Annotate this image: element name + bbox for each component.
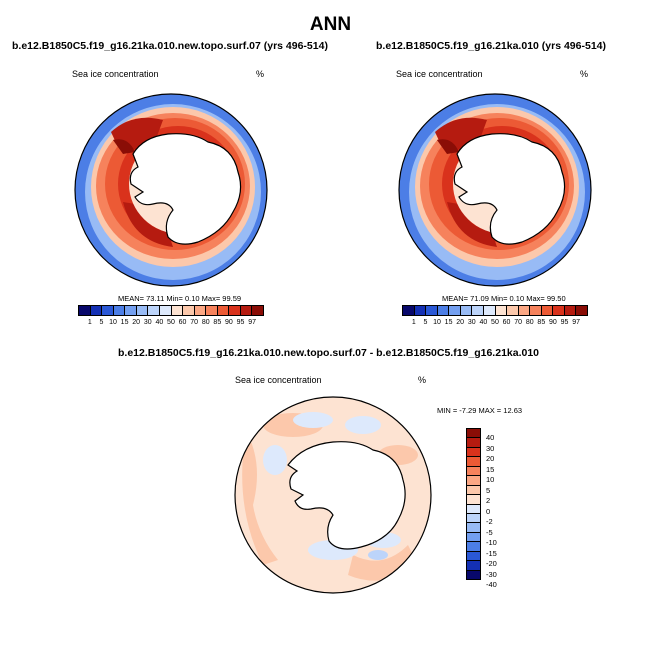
- colorbar-label: 90: [549, 319, 557, 326]
- colorbar-label: 97: [248, 319, 256, 326]
- colorbar-label: 30: [143, 319, 152, 326]
- panel-2-variable-label: Sea ice concentration: [396, 69, 483, 79]
- panel-1-units-label: %: [256, 69, 265, 79]
- panel-2-units-label: %: [580, 69, 589, 79]
- diff-minmax: MIN = -7.29 MAX = 12.63: [437, 406, 523, 415]
- colorbar-label: 0: [486, 506, 491, 516]
- colorbar-label: 10: [109, 319, 117, 326]
- panel-2-stats: MEAN= 71.09 Min= 0.10 Max= 99.50: [442, 294, 566, 303]
- colorbar-label: 5: [486, 485, 491, 495]
- colorbar-label: 2: [486, 496, 491, 505]
- colorbar-label: 85: [537, 319, 546, 326]
- page-title: ANN: [309, 14, 352, 35]
- panel-1-title: b.e12.B1850C5.f19_g16.21ka.010.new.topo.…: [12, 40, 328, 52]
- colorbar-label: -15: [486, 548, 497, 558]
- colorbar-label: -10: [486, 538, 497, 547]
- colorbar-label: -20: [486, 559, 497, 568]
- colorbar-label: 40: [155, 319, 164, 326]
- colorbar-label: 40: [486, 433, 495, 442]
- colorbar-label: 10: [433, 319, 441, 326]
- colorbar-label: 1: [411, 319, 416, 326]
- colorbar-label: 20: [132, 319, 141, 326]
- panel-1-variable-label: Sea ice concentration: [72, 69, 159, 79]
- colorbar-label: 50: [167, 319, 175, 326]
- panel-1-colorbar: [78, 305, 264, 316]
- panel-1-colorbar-labels: 1 5 10 15 20 30 40 50 60 70 80 85 90 95 …: [84, 319, 258, 326]
- diff-sea-ice-map: [234, 396, 432, 594]
- colorbar-label: 40: [479, 319, 488, 326]
- colorbar-label: -40: [486, 580, 497, 589]
- panel-2-sea-ice-map: [398, 93, 592, 287]
- colorbar-label: 60: [502, 319, 511, 326]
- colorbar-label: 90: [225, 319, 233, 326]
- panel-2-colorbar: [402, 305, 588, 316]
- panel-2-antarctica-outline: [453, 133, 566, 245]
- panel-1-antarctica-outline: [129, 133, 242, 245]
- diff-panel-title: b.e12.B1850C5.f19_g16.21ka.010.new.topo.…: [118, 347, 540, 359]
- colorbar-label: 1: [87, 319, 92, 326]
- panel-2-colorbar-labels: 1 5 10 15 20 30 40 50 60 70 80 85 90 95 …: [408, 319, 582, 326]
- colorbar-label: -2: [486, 517, 493, 526]
- colorbar-label: 20: [486, 454, 495, 463]
- colorbar-label: -30: [486, 569, 497, 579]
- colorbar-label: 30: [486, 443, 495, 453]
- colorbar-label: 50: [491, 319, 499, 326]
- panel-2-title: b.e12.B1850C5.f19_g16.21ka.010 (yrs 496-…: [376, 40, 606, 52]
- diff-antarctica-outline: [287, 441, 406, 550]
- colorbar-label: 5: [99, 319, 104, 326]
- diff-colorbar-labels: 40 30 20 15 10 5 2 0 -2 -5 -10 -15 -20 -…: [486, 433, 497, 591]
- colorbar-label: 80: [525, 319, 534, 326]
- panel-1-stats: MEAN= 73.11 Min= 0.10 Max= 99.59: [118, 294, 242, 303]
- colorbar-label: 97: [572, 319, 580, 326]
- colorbar-label: 20: [456, 319, 465, 326]
- colorbar-label: 70: [190, 319, 199, 326]
- colorbar-label: 85: [213, 319, 222, 326]
- colorbar-label: 5: [423, 319, 428, 326]
- colorbar-label: 15: [120, 319, 129, 326]
- colorbar-label: -5: [486, 527, 493, 537]
- colorbar-label: 10: [486, 475, 495, 484]
- diff-variable-label: Sea ice concentration: [235, 375, 322, 385]
- colorbar-label: 70: [514, 319, 523, 326]
- colorbar-label: 95: [560, 319, 569, 326]
- diff-colorbar: [466, 428, 481, 580]
- colorbar-label: 15: [486, 464, 495, 474]
- colorbar-label: 60: [178, 319, 187, 326]
- panel-1-sea-ice-map: [74, 93, 268, 287]
- diff-units-label: %: [418, 375, 427, 385]
- colorbar-label: 15: [444, 319, 453, 326]
- colorbar-label: 95: [236, 319, 245, 326]
- colorbar-label: 30: [467, 319, 476, 326]
- colorbar-label: 80: [201, 319, 210, 326]
